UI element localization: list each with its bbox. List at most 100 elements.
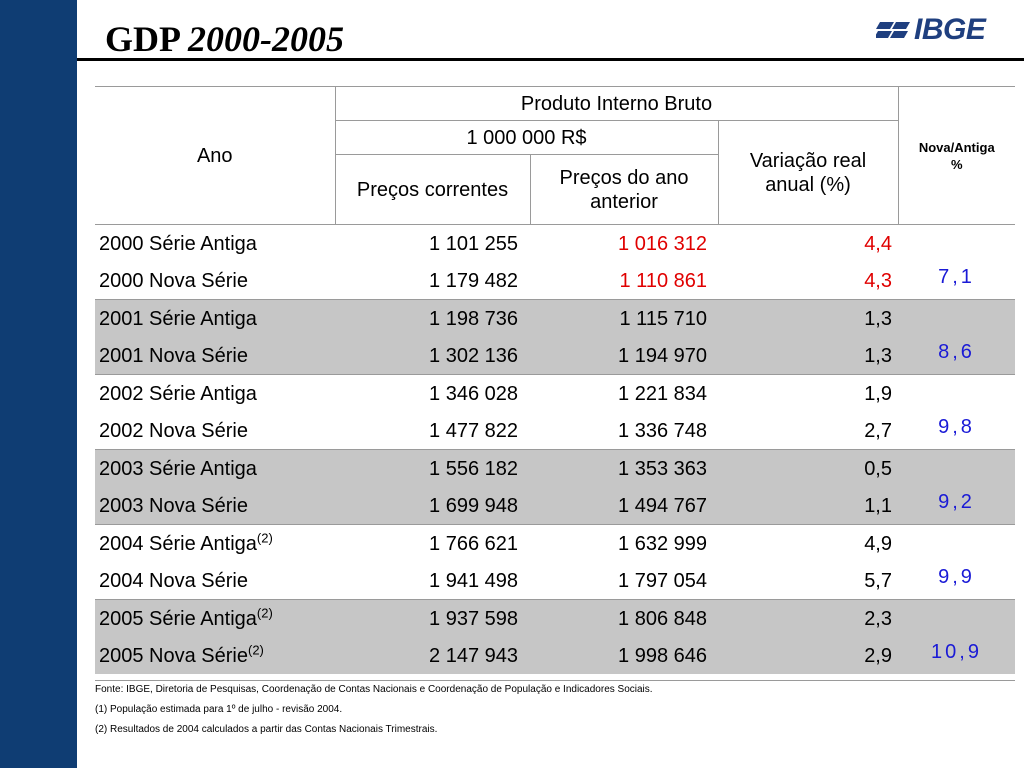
cell-precos-anterior: 1 806 848 <box>530 599 718 637</box>
footnote-source: Fonte: IBGE, Diretoria de Pesquisas, Coo… <box>95 684 653 695</box>
table-row: 2005 Nova Série(2) 2 147 943 1 998 646 2,9 1… <box>95 637 1015 674</box>
row-label: 2005 Série Antiga <box>99 607 257 630</box>
page-title: GDP 2000-2005 <box>105 18 344 60</box>
header-nova-antiga: Nova/Antiga% <box>897 86 1015 225</box>
cell-ano: 2005 Nova Série(2) <box>95 637 335 674</box>
cell-nova-antiga <box>898 449 1015 487</box>
cell-variacao: 2,9 <box>718 637 898 674</box>
cell-precos-anterior: 1 632 999 <box>530 524 718 562</box>
ratio-value: 9,8 <box>938 415 975 438</box>
cell-ano: 2002 Nova Série <box>95 412 335 450</box>
cell-nova-antiga: 9,2 <box>898 487 1015 525</box>
ibge-logo-text: IBGE <box>914 13 986 46</box>
table-row: 2001 Nova Série 1 302 136 1 194 970 1,3 8,6 <box>95 337 1015 375</box>
ratio-value: 10,9 <box>931 640 982 663</box>
cell-ano: 2001 Nova Série <box>95 337 335 375</box>
cell-precos-anterior: 1 797 054 <box>618 569 707 592</box>
cell-ano: 2000 Nova Série <box>95 262 335 300</box>
cell-variacao: 2,7 <box>864 419 892 442</box>
header-unit: 1 000 000 R$ <box>334 120 718 155</box>
cell-precos-anterior: 1 353 363 <box>530 449 718 487</box>
gdp-table-body: 2000 Série Antiga 1 101 255 1 016 312 4,4 20… <box>95 225 1015 674</box>
footnote-ref: (2) <box>256 529 273 545</box>
cell-ano: 2005 Série Antiga(2) <box>95 599 335 637</box>
cell-nova-antiga <box>898 599 1015 637</box>
cell-precos-anterior: 1 016 312 <box>618 232 707 255</box>
table-row: 2002 Nova Série 1 477 822 1 336 748 2,7 9,8 <box>95 412 1015 450</box>
header-precos-anterior: Preços do ano anterior <box>529 154 718 225</box>
gdp-table: Ano Produto Interno Bruto Nova/Antiga% 1… <box>95 86 1015 674</box>
cell-precos-correntes: 1 699 948 <box>335 487 530 525</box>
ibge-logo-icon <box>876 22 910 38</box>
table-row: 2000 Série Antiga 1 101 255 1 016 312 4,4 <box>95 225 1015 263</box>
row-label: 2003 Nova Série <box>99 494 248 517</box>
row-label: 2004 Série Antiga <box>99 532 257 555</box>
table-row: 2003 Nova Série 1 699 948 1 494 767 1,1 9,2 <box>95 487 1015 525</box>
row-label: 2000 Série Antiga <box>99 232 257 255</box>
cell-variacao: 4,4 <box>864 232 892 255</box>
header-variacao: Variação real anual (%) <box>717 120 898 225</box>
cell-precos-correntes: 1 101 255 <box>429 232 518 255</box>
title-gdp: GDP <box>105 19 180 59</box>
row-label: 2004 Nova Série <box>99 569 248 592</box>
row-label: 2005 Nova Série <box>99 644 248 667</box>
table-row: 2000 Nova Série 1 179 482 1 110 861 4,3 7,1 <box>95 262 1015 300</box>
cell-precos-correntes: 1 179 482 <box>429 269 518 292</box>
cell-precos-anterior: 1 336 748 <box>618 419 707 442</box>
cell-precos-anterior: 1 998 646 <box>530 637 718 674</box>
cell-variacao: 1,9 <box>718 374 898 412</box>
cell-nova-antiga <box>898 524 1015 562</box>
row-label: 2002 Série Antiga <box>99 382 257 405</box>
table-row: 2004 Nova Série 1 941 498 1 797 054 5,7 9,9 <box>95 562 1015 600</box>
table-row: 2002 Série Antiga 1 346 028 1 221 834 1,9 <box>95 374 1015 412</box>
row-label: 2001 Nova Série <box>99 344 248 367</box>
cell-ano: 2003 Nova Série <box>95 487 335 525</box>
cell-ano: 2002 Série Antiga <box>95 374 335 412</box>
header-ano: Ano <box>95 86 335 225</box>
footnote-1: (1) População estimada para 1º de julho … <box>95 704 343 715</box>
cell-nova-antiga <box>898 374 1015 412</box>
cell-precos-correntes: 1 346 028 <box>335 374 530 412</box>
title-years: 2000-2005 <box>188 19 345 59</box>
cell-nova-antiga: 10,9 <box>898 637 1015 674</box>
cell-nova-antiga: 7,1 <box>898 262 1015 300</box>
cell-precos-anterior: 1 194 970 <box>530 337 718 375</box>
cell-nova-antiga: 8,6 <box>898 337 1015 375</box>
cell-precos-correntes: 2 147 943 <box>335 637 530 674</box>
row-label: 2000 Nova Série <box>99 269 248 292</box>
cell-variacao: 4,9 <box>718 524 898 562</box>
header-precos-correntes: Preços correntes <box>334 154 530 225</box>
cell-ano: 2001 Série Antiga <box>95 299 335 337</box>
cell-variacao: 5,7 <box>864 569 892 592</box>
cell-precos-anterior: 1 221 834 <box>530 374 718 412</box>
cell-nova-antiga: 9,8 <box>898 412 1015 450</box>
footnote-2: (2) Resultados de 2004 calculados a part… <box>95 724 438 735</box>
footnote-ref: (2) <box>256 604 273 620</box>
left-sidebar-band <box>0 0 77 768</box>
cell-variacao: 0,5 <box>718 449 898 487</box>
cell-nova-antiga: 9,9 <box>898 562 1015 600</box>
cell-precos-correntes: 1 937 598 <box>335 599 530 637</box>
cell-variacao: 1,1 <box>718 487 898 525</box>
cell-precos-correntes: 1 477 822 <box>429 419 518 442</box>
cell-ano: 2004 Nova Série <box>95 562 335 600</box>
row-label: 2001 Série Antiga <box>99 307 257 330</box>
cell-nova-antiga <box>898 299 1015 337</box>
ratio-value: 9,2 <box>938 490 975 513</box>
ratio-value: 7,1 <box>938 265 975 288</box>
row-label: 2003 Série Antiga <box>99 457 257 480</box>
table-row: 2004 Série Antiga(2) 1 766 621 1 632 999 4,… <box>95 524 1015 562</box>
footnote-divider <box>95 680 1015 681</box>
table-row: 2001 Série Antiga 1 198 736 1 115 710 1,3 <box>95 299 1015 337</box>
cell-ano: 2000 Série Antiga <box>95 225 335 263</box>
ratio-value: 9,9 <box>938 565 975 588</box>
cell-precos-correntes: 1 198 736 <box>335 299 530 337</box>
cell-ano: 2004 Série Antiga(2) <box>95 524 335 562</box>
cell-variacao: 2,3 <box>718 599 898 637</box>
table-row: 2005 Série Antiga(2) 1 937 598 1 806 848 2,… <box>95 599 1015 637</box>
cell-variacao: 4,3 <box>864 269 892 292</box>
header-pib: Produto Interno Bruto <box>334 86 898 121</box>
ratio-value: 8,6 <box>938 340 975 363</box>
cell-precos-correntes: 1 556 182 <box>335 449 530 487</box>
cell-precos-correntes: 1 766 621 <box>335 524 530 562</box>
